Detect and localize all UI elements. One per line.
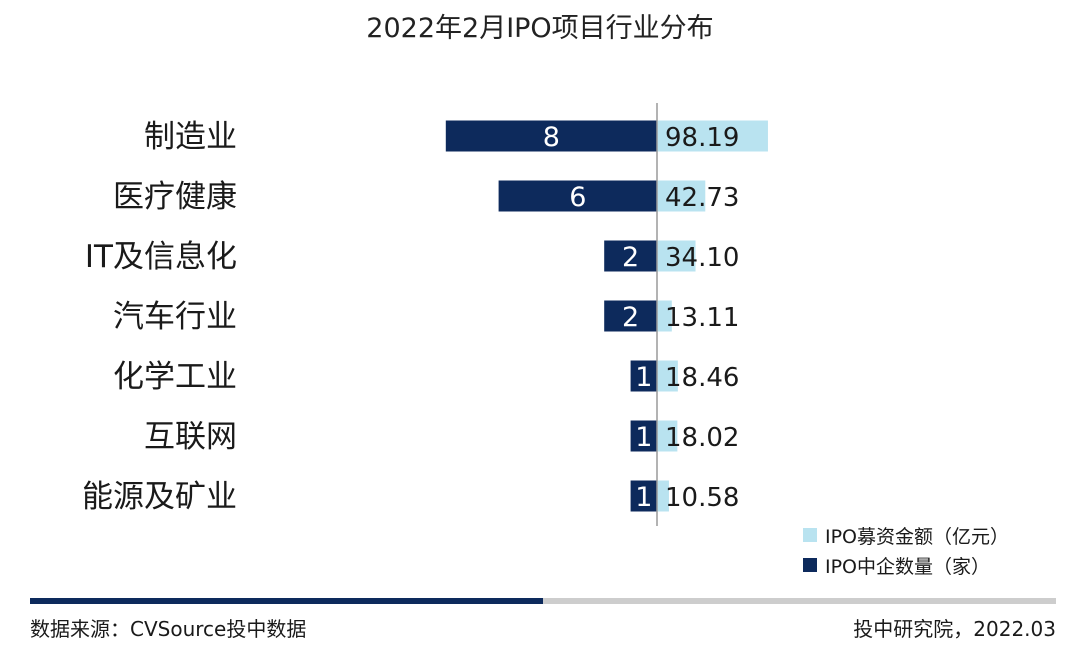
category-label: 互联网	[144, 419, 237, 455]
amount-data-label: 42.73	[665, 183, 739, 213]
category-label: 制造业	[144, 119, 237, 155]
count-data-label: 1	[635, 422, 652, 453]
legend-label-amount: IPO募资金额（亿元）	[825, 525, 1010, 548]
legend-item-count: IPO中企数量（家）	[803, 550, 1009, 580]
count-bar	[604, 240, 657, 272]
footer-source: 数据来源：CVSource投中数据	[30, 617, 307, 641]
legend-swatch-count	[803, 558, 817, 572]
count-data-label: 8	[543, 122, 560, 153]
category-label: 能源及矿业	[82, 479, 237, 515]
footer-org-date: 投中研究院，2022.03	[853, 617, 1056, 641]
footer-divider-accent	[30, 598, 543, 604]
amount-bar	[657, 120, 768, 152]
amount-data-label: 18.02	[665, 423, 739, 453]
amount-bar	[657, 300, 672, 332]
count-bar	[630, 360, 657, 392]
count-bar	[630, 480, 657, 512]
amount-data-label: 13.11	[665, 303, 739, 333]
count-data-label: 2	[622, 302, 639, 333]
count-data-label: 1	[635, 362, 652, 393]
chart-title: 2022年2月IPO项目行业分布	[366, 13, 714, 44]
count-data-label: 2	[622, 242, 639, 273]
amount-bar	[657, 240, 696, 272]
footer-divider	[30, 598, 1056, 604]
category-label: 化学工业	[113, 359, 237, 395]
category-label: IT及信息化	[85, 239, 237, 275]
amount-data-label: 18.46	[665, 363, 739, 393]
legend-swatch-amount	[803, 528, 817, 542]
amount-data-label: 98.19	[665, 123, 739, 153]
amount-data-label: 34.10	[665, 243, 739, 273]
legend: IPO募资金额（亿元） IPO中企数量（家）	[803, 520, 1009, 580]
count-bar	[498, 180, 657, 212]
legend-label-count: IPO中企数量（家）	[825, 555, 991, 578]
count-bar	[630, 420, 657, 452]
category-label: 医疗健康	[113, 179, 237, 215]
amount-bar	[657, 180, 706, 212]
amount-bar	[657, 420, 678, 452]
category-label: 汽车行业	[113, 299, 237, 335]
amount-bar	[657, 360, 678, 392]
legend-item-amount: IPO募资金额（亿元）	[803, 520, 1009, 550]
count-data-label: 1	[635, 482, 652, 513]
amount-bar	[657, 480, 669, 512]
amount-data-label: 10.58	[665, 483, 739, 513]
count-bar	[445, 120, 657, 152]
count-bar	[604, 300, 657, 332]
count-data-label: 6	[569, 182, 586, 213]
